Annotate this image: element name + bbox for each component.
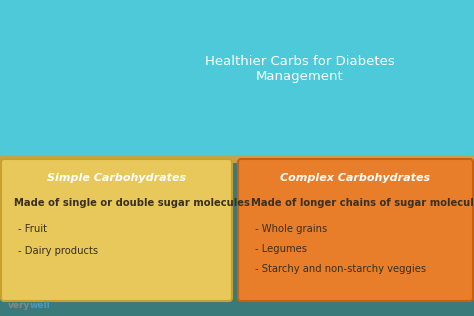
Text: well: well [30, 301, 51, 309]
Text: - Starchy and non-starchy veggies: - Starchy and non-starchy veggies [255, 264, 426, 274]
Bar [0, 158, 474, 316]
Bar [0, 155, 474, 163]
Text: - Dairy products: - Dairy products [18, 246, 98, 256]
FancyBboxPatch shape [238, 159, 473, 301]
Text: - Fruit: - Fruit [18, 224, 47, 234]
Text: - Legumes: - Legumes [255, 244, 307, 254]
Text: Healthier Carbs for Diabetes
Management: Healthier Carbs for Diabetes Management [205, 55, 395, 83]
Text: Made of single or double sugar molecules: Made of single or double sugar molecules [14, 198, 250, 208]
Text: - Whole grains: - Whole grains [255, 224, 327, 234]
Text: Complex Carbohydrates: Complex Carbohydrates [281, 173, 430, 183]
Text: Made of longer chains of sugar molecules: Made of longer chains of sugar molecules [251, 198, 474, 208]
Text: Simple Carbohydrates: Simple Carbohydrates [47, 173, 186, 183]
Text: very: very [8, 301, 30, 309]
FancyBboxPatch shape [1, 159, 232, 301]
